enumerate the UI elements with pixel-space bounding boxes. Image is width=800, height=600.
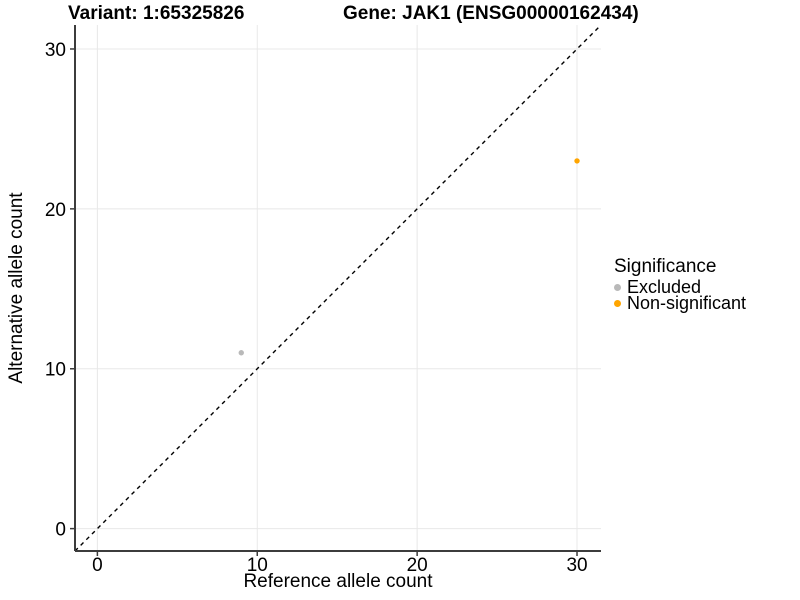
y-tick-label: 30 (45, 40, 66, 61)
y-tick-label: 20 (45, 200, 66, 221)
y-tick-label: 10 (45, 360, 66, 381)
x-tick-label: 30 (566, 555, 587, 576)
x-tick-label: 0 (92, 555, 103, 576)
variant-title: Variant: 1:65325826 (68, 3, 245, 24)
legend-key-dot (614, 299, 621, 307)
legend-item-label: Non-significant (627, 293, 747, 313)
legend-item: Non-significant (614, 293, 747, 313)
legend-key-dot (614, 283, 621, 291)
data-point-excluded (238, 350, 244, 356)
data-point-non-significant (574, 158, 580, 164)
legend-item: Excluded (614, 277, 746, 297)
legend: Significance Excluded Non-significant (614, 256, 747, 313)
gene-title: Gene: JAK1 (ENSG00000162434) (343, 3, 639, 24)
x-tick-label: 10 (247, 555, 268, 576)
legend-items: Excluded Non-significant (614, 277, 747, 313)
x-tick-label: 20 (407, 555, 428, 576)
y-axis-title: Alternative allele count (6, 192, 27, 384)
legend-item-label: Excluded (627, 277, 702, 297)
legend-title: Significance (614, 256, 717, 277)
x-axis-title: Reference allele count (243, 571, 433, 592)
y-tick-label: 0 (55, 520, 66, 541)
identity-line (74, 24, 602, 552)
